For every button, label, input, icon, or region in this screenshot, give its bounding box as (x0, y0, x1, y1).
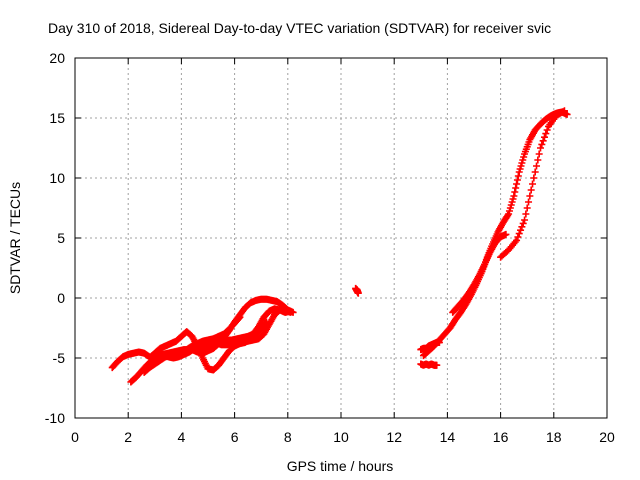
series-track-j (449, 230, 510, 316)
data-point (512, 184, 520, 192)
data-point (523, 204, 531, 212)
data-point (510, 192, 518, 200)
data-point (542, 130, 550, 138)
x-tick-label: 20 (599, 429, 615, 445)
data-point (519, 219, 527, 227)
data-point (513, 236, 521, 244)
data-point (530, 174, 538, 182)
series-track-e (148, 306, 294, 362)
x-tick-label: 4 (178, 429, 186, 445)
y-tick-label: -10 (45, 410, 65, 426)
series-track-i (419, 108, 571, 360)
data-point (514, 233, 522, 241)
data-point (513, 176, 521, 184)
data-point (522, 210, 530, 218)
grid (75, 58, 607, 418)
data-point (539, 137, 547, 145)
data-point (563, 110, 571, 118)
data-point (527, 186, 535, 194)
y-tick-label: 5 (57, 230, 65, 246)
axis-ticks: 0 2 4 6 8 10 12 14 16 18 20 -10 -5 0 5 10 15 20 (45, 50, 615, 445)
data-point (560, 107, 568, 115)
data-point (540, 133, 548, 141)
chart-title: Day 310 of 2018, Sidereal Day-to-day VTE… (48, 20, 551, 36)
data-point (531, 168, 539, 176)
x-tick-label: 16 (493, 429, 509, 445)
y-tick-label: 20 (49, 50, 65, 66)
data-point (286, 308, 294, 316)
series-track-h (417, 360, 441, 369)
data-point (517, 226, 525, 234)
data-point (504, 211, 512, 219)
data-point (514, 172, 522, 180)
series-track-k (497, 107, 568, 261)
series-track-b (127, 305, 294, 386)
plot-frame (74, 57, 608, 419)
y-axis-label: SDTVAR / TECUs (7, 182, 23, 294)
data-series (108, 107, 571, 386)
data-point (526, 192, 534, 200)
y-tick-label: 10 (49, 170, 65, 186)
data-point (433, 361, 441, 369)
data-point (538, 140, 546, 148)
data-point (525, 198, 533, 206)
data-point (518, 223, 526, 231)
data-point (515, 230, 523, 238)
data-point (533, 162, 541, 170)
data-point (513, 180, 521, 188)
x-tick-label: 6 (231, 429, 239, 445)
x-tick-label: 18 (546, 429, 562, 445)
series-track-f (352, 284, 362, 297)
x-axis-label: GPS time / hours (287, 458, 394, 474)
data-point (521, 216, 529, 224)
data-point (353, 286, 361, 294)
y-tick-label: 15 (49, 110, 65, 126)
series-track-c (140, 295, 297, 376)
data-point (534, 156, 542, 164)
x-tick-label: 12 (386, 429, 402, 445)
x-tick-label: 0 (71, 429, 79, 445)
data-point (502, 230, 510, 238)
data-point (537, 144, 544, 152)
x-tick-label: 2 (124, 429, 132, 445)
x-tick-label: 8 (284, 429, 292, 445)
x-tick-label: 10 (333, 429, 349, 445)
x-tick-label: 14 (440, 429, 456, 445)
data-point (529, 180, 537, 188)
y-tick-label: 0 (57, 290, 65, 306)
y-tick-label: -5 (53, 350, 66, 366)
data-point (535, 150, 543, 158)
data-point (543, 126, 551, 134)
data-point (511, 188, 519, 196)
